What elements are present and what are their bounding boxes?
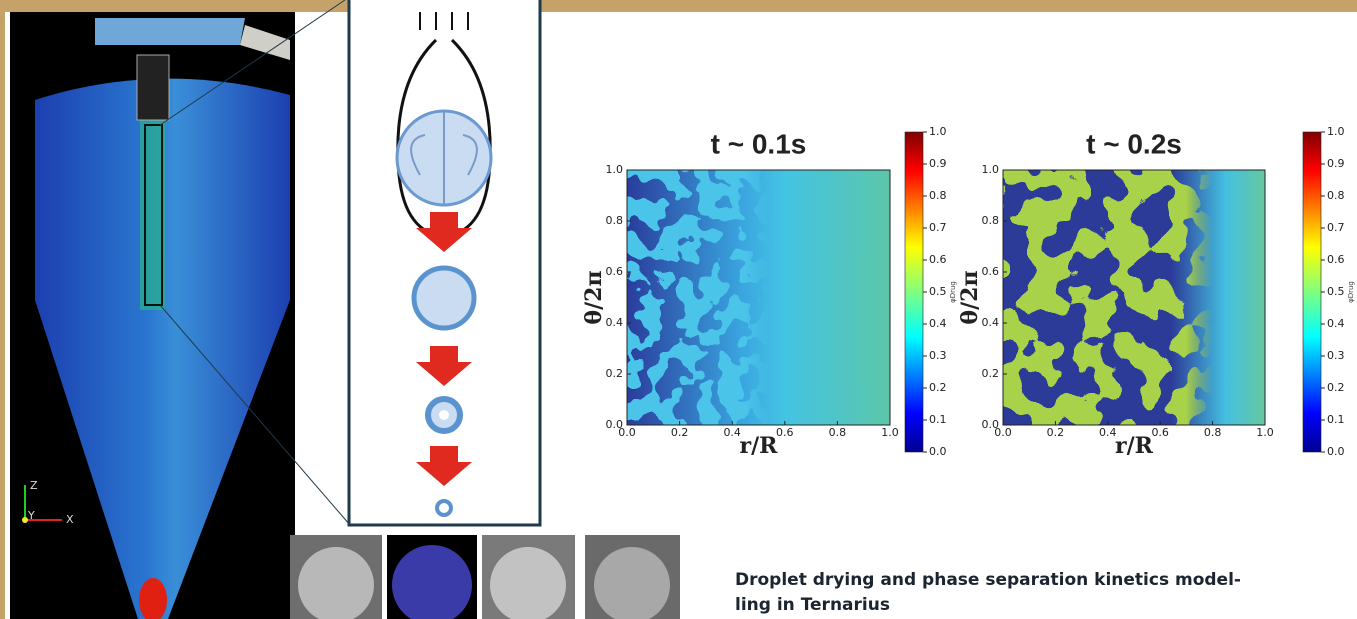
- particle-final: [437, 501, 451, 515]
- y-tick-label: 0.2: [982, 367, 1000, 380]
- plot-title: t ~ 0.2s: [1086, 128, 1182, 159]
- colorbar-tick-label: 0.8: [1327, 189, 1345, 202]
- colorbar-tick-label: 1.0: [929, 125, 947, 138]
- nozzle: [137, 55, 169, 120]
- top-band: [0, 0, 1357, 12]
- colorbar-tick-label: 0.6: [1327, 253, 1345, 266]
- y-axis-label: θ/2π: [581, 270, 607, 324]
- colorbar-tick-label: 0.7: [929, 221, 947, 234]
- left-band: [0, 0, 5, 619]
- x-tick-label: 0.8: [829, 426, 847, 439]
- x-tick-label: 0.2: [1047, 426, 1065, 439]
- y-axis-label: θ/2π: [957, 270, 983, 324]
- colorbar-label: φDrug: [949, 281, 957, 303]
- x-axis-label: r/R: [740, 433, 779, 459]
- colorbar-tick-label: 0.9: [1327, 157, 1345, 170]
- colorbar-tick-label: 0.2: [1327, 381, 1345, 394]
- colorbar-tick-label: 0.7: [1327, 221, 1345, 234]
- figure: Z Y X Droplet drying and phase separatio…: [0, 0, 1357, 619]
- x-tick-label: 0.4: [723, 426, 741, 439]
- x-tick-label: 0.6: [1151, 426, 1169, 439]
- x-tick-label: 0.6: [776, 426, 794, 439]
- colorbar-tick-label: 0.1: [1327, 413, 1345, 426]
- nozzle-housing: [95, 18, 245, 45]
- colorbar-tick-label: 0.4: [929, 317, 947, 330]
- y-tick-label: 0.0: [606, 418, 624, 431]
- colorbar-tick-label: 0.0: [929, 445, 947, 458]
- y-tick-label: 0.2: [606, 367, 624, 380]
- caption: Droplet drying and phase separation kine…: [735, 570, 1241, 590]
- colorbar: [905, 132, 923, 452]
- axis-label: X: [66, 513, 74, 526]
- colorbar-tick-label: 0.1: [929, 413, 947, 426]
- x-tick-label: 0.8: [1204, 426, 1222, 439]
- x-axis-label: r/R: [1115, 433, 1154, 459]
- x-tick-label: 0.2: [671, 426, 689, 439]
- heatmap-domains: [627, 170, 890, 425]
- axis-label: Y: [27, 509, 35, 522]
- heatmap-domains: [1003, 170, 1265, 425]
- caption: ling in Ternarius: [735, 595, 890, 615]
- colorbar-tick-label: 0.5: [1327, 285, 1345, 298]
- colorbar-tick-label: 0.5: [929, 285, 947, 298]
- y-tick-label: 0.8: [606, 214, 624, 227]
- colorbar-tick-label: 0.8: [929, 189, 947, 202]
- x-tick-label: 1.0: [1256, 426, 1274, 439]
- colorbar: [1303, 132, 1321, 452]
- colorbar-tick-label: 0.9: [929, 157, 947, 170]
- droplet-shell: [414, 268, 474, 328]
- x-tick-label: 0.4: [1099, 426, 1117, 439]
- axis-label: Z: [30, 479, 38, 492]
- y-tick-label: 0.6: [982, 265, 1000, 278]
- x-tick-label: 1.0: [881, 426, 899, 439]
- colorbar-tick-label: 0.4: [1327, 317, 1345, 330]
- y-tick-label: 1.0: [606, 163, 624, 176]
- colorbar-label: φDrug: [1347, 281, 1355, 303]
- y-tick-label: 0.4: [606, 316, 624, 329]
- colorbar-tick-label: 0.2: [929, 381, 947, 394]
- colorbar-tick-label: 0.6: [929, 253, 947, 266]
- y-tick-label: 1.0: [982, 163, 1000, 176]
- colorbar-tick-label: 0.3: [1327, 349, 1345, 362]
- plot-title: t ~ 0.1s: [711, 128, 807, 159]
- colorbar-tick-label: 0.3: [929, 349, 947, 362]
- particle-core: [439, 410, 449, 420]
- y-tick-label: 0.0: [982, 418, 1000, 431]
- y-tick-label: 0.4: [982, 316, 1000, 329]
- colorbar-tick-label: 0.0: [1327, 445, 1345, 458]
- y-tick-label: 0.6: [606, 265, 624, 278]
- colorbar-tick-label: 1.0: [1327, 125, 1345, 138]
- y-tick-label: 0.8: [982, 214, 1000, 227]
